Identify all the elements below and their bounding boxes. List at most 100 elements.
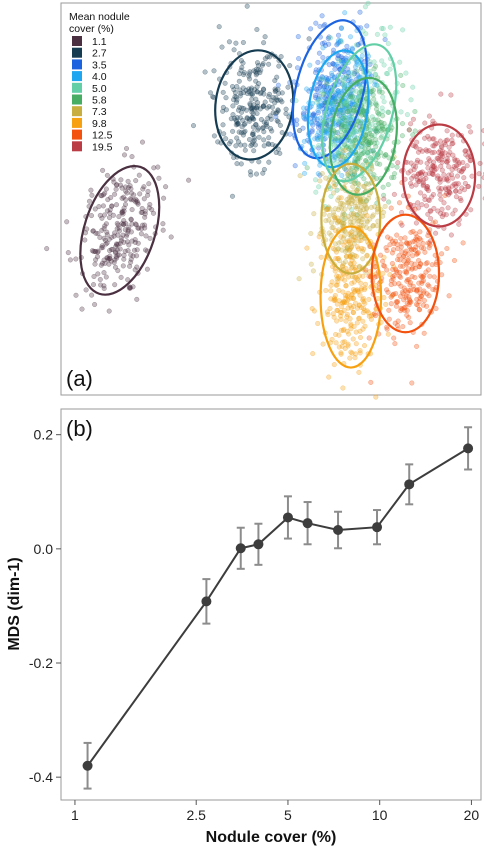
point xyxy=(450,140,456,146)
point xyxy=(357,197,364,203)
point xyxy=(353,253,359,259)
point xyxy=(374,82,380,88)
point xyxy=(339,39,345,45)
point xyxy=(334,301,340,307)
point xyxy=(274,110,280,116)
point xyxy=(128,259,134,265)
point xyxy=(105,255,111,261)
point xyxy=(339,145,345,151)
point xyxy=(364,253,370,259)
point xyxy=(235,121,241,127)
point xyxy=(364,213,370,219)
point xyxy=(386,307,392,313)
point xyxy=(134,198,140,204)
point xyxy=(355,41,361,47)
point xyxy=(344,247,350,253)
point xyxy=(357,155,363,161)
point xyxy=(372,82,378,88)
point xyxy=(450,211,456,217)
point xyxy=(89,292,95,298)
point xyxy=(121,218,127,224)
point xyxy=(321,91,327,97)
point xyxy=(366,140,372,146)
point xyxy=(320,75,326,81)
point xyxy=(278,97,284,103)
point xyxy=(341,242,347,248)
point xyxy=(220,89,226,95)
point xyxy=(348,78,355,85)
point xyxy=(374,140,380,146)
point xyxy=(357,334,364,341)
point xyxy=(425,165,431,171)
point xyxy=(342,141,348,147)
point xyxy=(363,181,369,187)
point xyxy=(344,293,350,299)
point xyxy=(370,312,376,318)
point xyxy=(380,126,386,132)
legend-label-7.3: 7.3 xyxy=(92,106,107,118)
point xyxy=(468,207,474,213)
point xyxy=(113,186,119,192)
point xyxy=(343,100,349,106)
point xyxy=(332,297,338,303)
point xyxy=(135,240,141,246)
point xyxy=(111,179,117,185)
point xyxy=(141,196,147,202)
point xyxy=(347,252,353,258)
point xyxy=(345,121,351,127)
point xyxy=(347,246,354,252)
point xyxy=(143,233,149,239)
point xyxy=(385,41,391,47)
point xyxy=(127,284,133,290)
point xyxy=(236,78,242,84)
point xyxy=(136,225,142,231)
point xyxy=(261,119,267,125)
point xyxy=(253,121,259,127)
point xyxy=(331,362,337,368)
point xyxy=(233,143,239,149)
point xyxy=(121,194,127,200)
point xyxy=(410,116,416,122)
point xyxy=(381,120,387,127)
point xyxy=(329,77,335,83)
point xyxy=(239,124,245,130)
point xyxy=(412,143,418,149)
point xyxy=(371,172,377,178)
point xyxy=(352,137,358,143)
point xyxy=(415,242,421,248)
point xyxy=(317,103,323,109)
point xyxy=(442,185,448,191)
point xyxy=(101,192,107,198)
point xyxy=(350,129,356,135)
point xyxy=(242,142,248,148)
point xyxy=(233,94,239,100)
point xyxy=(371,96,377,102)
point xyxy=(340,263,346,270)
point xyxy=(342,259,349,265)
point xyxy=(382,36,388,43)
point xyxy=(246,89,252,95)
point xyxy=(360,108,366,114)
point xyxy=(346,199,352,205)
point xyxy=(355,289,361,295)
point xyxy=(125,248,131,254)
point xyxy=(366,123,372,129)
point xyxy=(130,253,136,259)
point xyxy=(341,307,347,314)
point xyxy=(306,36,312,42)
point xyxy=(380,270,386,277)
point xyxy=(362,300,368,306)
point xyxy=(124,190,130,196)
point xyxy=(341,81,347,87)
point xyxy=(113,241,120,247)
point xyxy=(263,120,270,126)
point xyxy=(396,253,402,259)
point xyxy=(400,324,406,330)
point xyxy=(343,254,349,260)
point xyxy=(353,274,359,280)
point xyxy=(368,313,374,319)
point xyxy=(95,248,101,254)
point xyxy=(260,124,266,130)
point xyxy=(380,26,386,32)
